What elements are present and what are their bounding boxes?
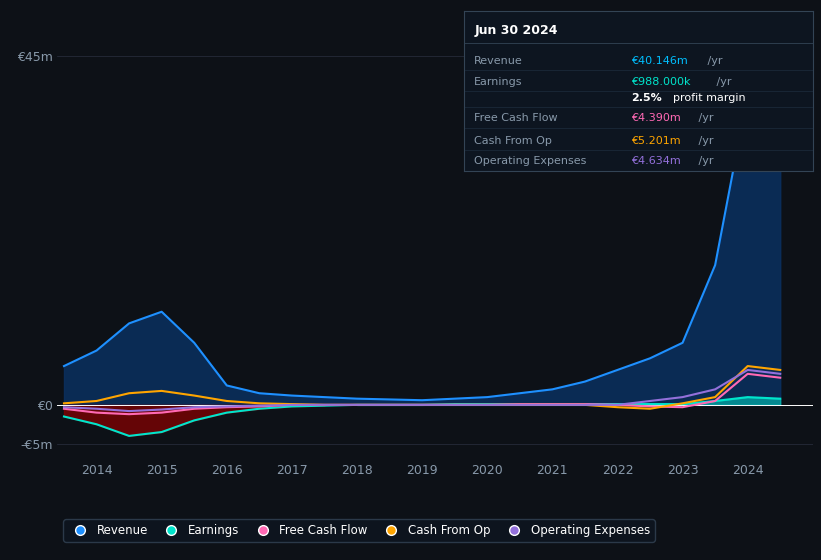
Text: €5.201m: €5.201m xyxy=(631,136,681,146)
Text: /yr: /yr xyxy=(713,77,732,87)
Text: /yr: /yr xyxy=(704,56,722,66)
Text: Earnings: Earnings xyxy=(475,77,523,87)
Text: Operating Expenses: Operating Expenses xyxy=(475,156,587,166)
Text: Revenue: Revenue xyxy=(475,56,523,66)
Text: €4.634m: €4.634m xyxy=(631,156,681,166)
Text: Cash From Op: Cash From Op xyxy=(475,136,553,146)
Text: €4.390m: €4.390m xyxy=(631,113,681,123)
Legend: Revenue, Earnings, Free Cash Flow, Cash From Op, Operating Expenses: Revenue, Earnings, Free Cash Flow, Cash … xyxy=(63,519,654,542)
Text: Free Cash Flow: Free Cash Flow xyxy=(475,113,558,123)
Text: Jun 30 2024: Jun 30 2024 xyxy=(475,24,557,37)
Text: €988.000k: €988.000k xyxy=(631,77,690,87)
Text: €40.146m: €40.146m xyxy=(631,56,688,66)
Text: /yr: /yr xyxy=(695,136,713,146)
Text: /yr: /yr xyxy=(695,156,713,166)
Text: /yr: /yr xyxy=(695,113,713,123)
Text: 2.5%: 2.5% xyxy=(631,92,662,102)
Text: profit margin: profit margin xyxy=(673,92,745,102)
